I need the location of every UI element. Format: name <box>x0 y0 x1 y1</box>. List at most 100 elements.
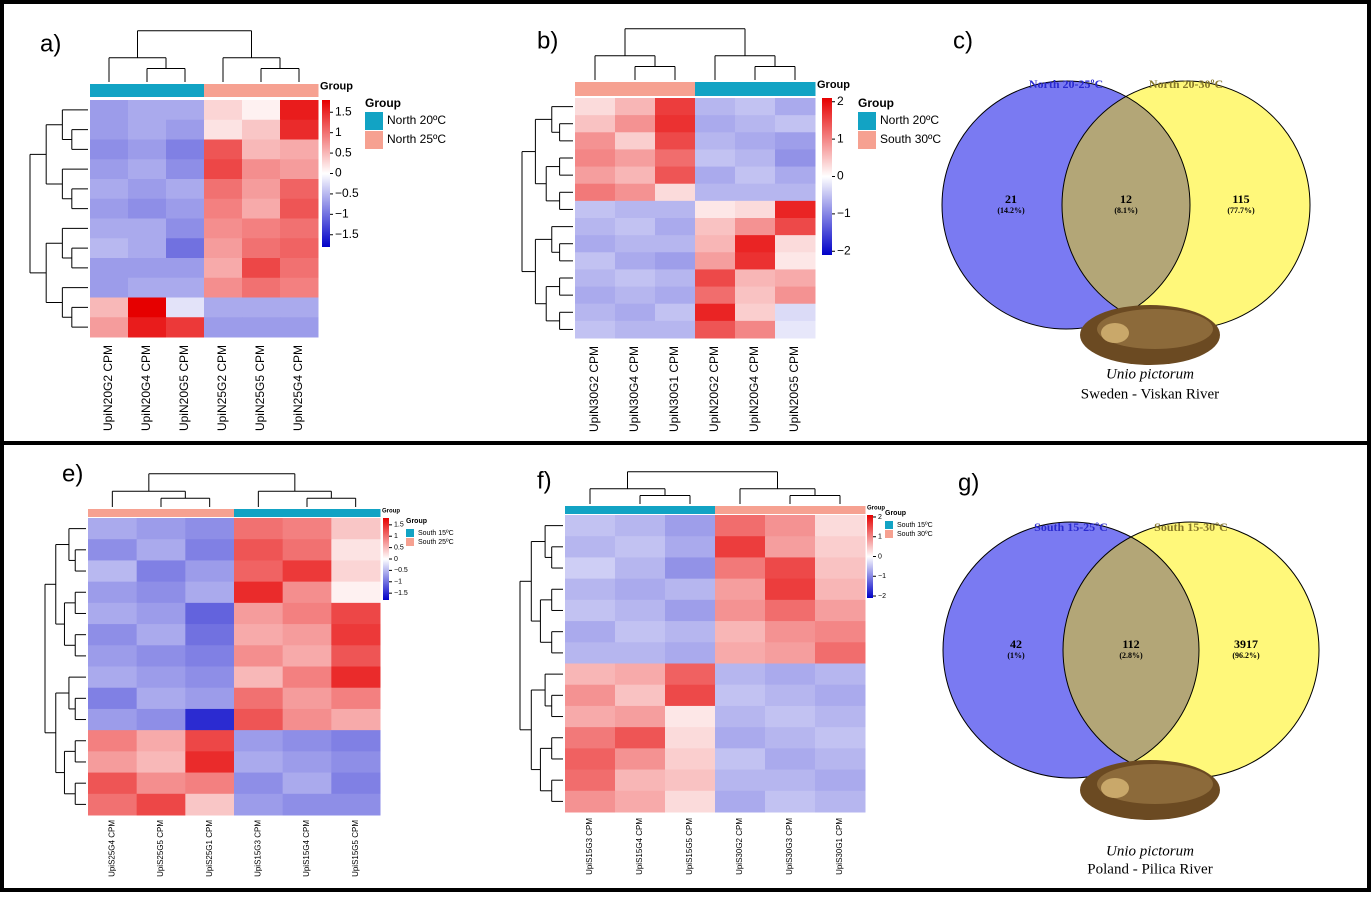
heatmap-cell <box>815 515 866 537</box>
figure: a)GroupUpiN20G2 CPMUpiN20G4 CPMUpiN20G5 … <box>0 0 1371 892</box>
colorbar-label: −0.5 <box>394 567 408 574</box>
heatmap-cell <box>283 751 332 773</box>
heatmap-cell <box>715 664 766 686</box>
colorbar-label: −1 <box>837 206 851 220</box>
heatmap-cell <box>128 179 167 199</box>
heatmap-cell <box>283 794 332 816</box>
heatmap-cell <box>204 179 243 199</box>
group-bar <box>615 506 666 514</box>
heatmap-cell <box>128 317 167 337</box>
heatmap-cell <box>615 685 666 707</box>
heatmap-cell <box>715 515 766 537</box>
heatmap-cell <box>815 600 866 622</box>
heatmap-cell <box>765 727 816 749</box>
heatmap-cell <box>88 688 137 710</box>
heatmap-cell <box>128 199 167 219</box>
heatmap-cell <box>128 278 167 298</box>
colorbar-label: 0 <box>837 169 844 183</box>
heatmap-cell <box>128 159 167 179</box>
heatmap-cell <box>166 159 205 179</box>
heatmap-cell <box>655 235 696 253</box>
group-bar <box>331 509 380 517</box>
heatmap-cell <box>615 252 656 270</box>
species: Unio pictorum <box>1106 843 1194 859</box>
heatmap-cell <box>665 706 716 728</box>
heatmap-cell <box>695 252 736 270</box>
heatmap-cell <box>90 179 129 199</box>
heatmap-cell <box>90 140 129 160</box>
heatmap-cell <box>735 167 776 185</box>
heatmap-cell <box>735 321 776 339</box>
colorbar-label: 0.5 <box>335 145 352 159</box>
heatmap-cell <box>665 727 716 749</box>
heatmap-cell <box>665 642 716 664</box>
group-bar <box>166 84 205 97</box>
heatmap-cell <box>615 287 656 305</box>
heatmap-cell <box>765 515 816 537</box>
heatmap-cell <box>715 579 766 601</box>
heatmap-cell <box>166 199 205 219</box>
heatmap-cell <box>565 579 616 601</box>
group-bar <box>765 506 816 514</box>
heatmap-cell <box>185 751 234 773</box>
heatmap-cell <box>331 667 380 689</box>
colorbar-label: −1.5 <box>394 590 408 597</box>
heatmap-cell <box>615 664 666 686</box>
heatmap-cell <box>90 238 129 258</box>
heatmap-cell <box>575 184 616 202</box>
group-bar <box>665 506 716 514</box>
colorbar <box>822 98 832 255</box>
venn-share: (8.1%) <box>1114 206 1138 215</box>
legend-swatch <box>885 530 893 538</box>
column-label: UpiS15G4 CPM <box>635 818 644 875</box>
heatmap-cell <box>166 140 205 160</box>
heatmap-cell <box>137 773 186 795</box>
heatmap-cell <box>88 645 137 667</box>
heatmap-cell <box>88 667 137 689</box>
panel-label: a) <box>40 30 61 57</box>
heatmap-cell <box>166 278 205 298</box>
heatmap-cell <box>715 706 766 728</box>
heatmap-cell <box>204 219 243 239</box>
heatmap-cell <box>665 664 716 686</box>
heatmap-cell <box>280 159 319 179</box>
heatmap-cell <box>735 252 776 270</box>
colorbar-label: 1.5 <box>335 104 352 118</box>
heatmap-cell <box>137 794 186 816</box>
heatmap-cell <box>695 218 736 236</box>
heatmap-cell <box>695 201 736 219</box>
heatmap-cell <box>765 770 816 792</box>
colorbar-label: 1.5 <box>394 522 404 529</box>
heatmap-cell <box>815 727 866 749</box>
legend-swatch <box>406 529 414 537</box>
heatmap-cell <box>137 539 186 561</box>
colorbar-label: −1 <box>394 579 402 586</box>
heatmap-cell <box>128 120 167 140</box>
heatmap-cell <box>234 751 283 773</box>
heatmap-cell <box>615 269 656 287</box>
heatmap-cell <box>565 642 616 664</box>
colorbar <box>322 100 330 247</box>
heatmap-cell <box>565 600 616 622</box>
heatmap-cell <box>735 132 776 150</box>
heatmap-cell <box>166 317 205 337</box>
heatmap-cell <box>88 709 137 731</box>
set-name: South 15-30ºC <box>1154 520 1228 534</box>
heatmap-cell <box>242 258 281 278</box>
heatmap-cell <box>185 688 234 710</box>
heatmap-cell <box>615 600 666 622</box>
heatmap-cell <box>715 727 766 749</box>
heatmap-cell <box>137 645 186 667</box>
heatmap-cell <box>665 557 716 579</box>
column-label: UpiS25G5 CPM <box>156 820 165 877</box>
annotation-label: Group <box>320 80 353 92</box>
heatmap-cell <box>565 557 616 579</box>
heatmap-cell <box>715 770 766 792</box>
legend-label: North 20ºC <box>387 113 446 127</box>
heatmap-cell <box>331 582 380 604</box>
column-label: UpiS30G1 CPM <box>835 818 844 875</box>
colorbar-label: 0 <box>394 556 398 563</box>
heatmap-cell <box>88 730 137 752</box>
column-label: UpiS15G4 CPM <box>302 820 311 877</box>
heatmap-cell <box>283 645 332 667</box>
